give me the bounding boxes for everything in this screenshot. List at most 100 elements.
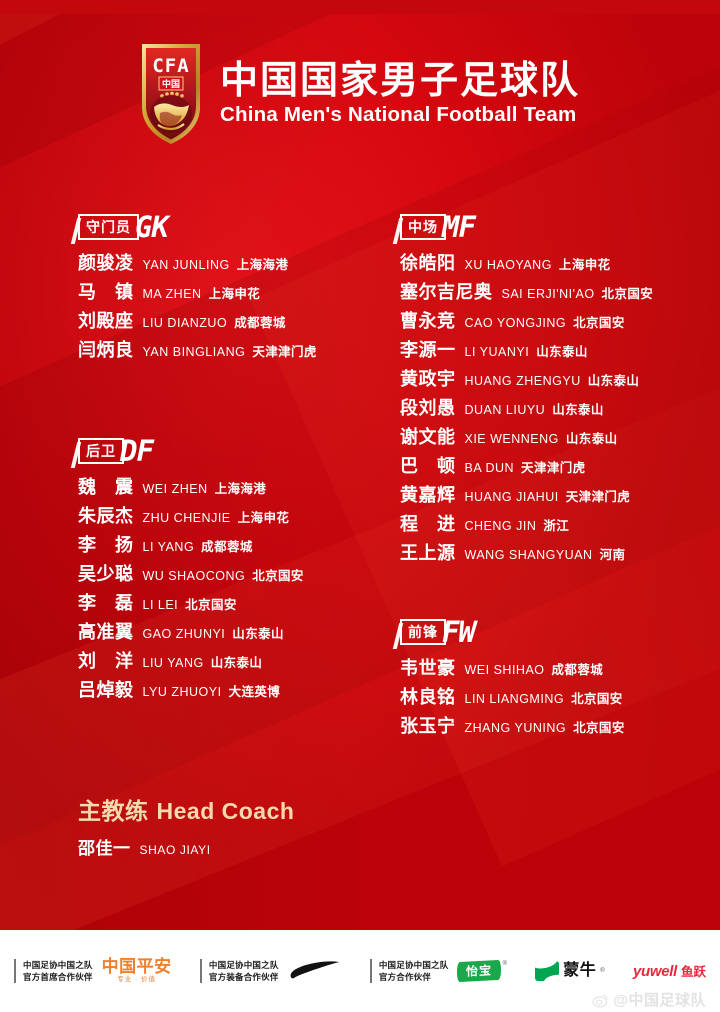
player-name-pinyin: YAN BINGLIANG: [142, 345, 246, 359]
player-club: 成都蓉城: [234, 316, 286, 330]
group-df: 后卫 DF 魏 震 WEI ZHEN 上海海港 朱辰杰 ZHU CHENJIE 上海申花李 扬…: [70, 437, 378, 710]
player-name-pinyin: CHENG JIN: [464, 519, 537, 533]
player-name-cn: 马 镇: [78, 282, 134, 302]
player-club: 上海海港: [214, 482, 267, 496]
group-fw: 前锋 FW 韦世豪 WEI SHIHAO 成都蓉城 林良铭 LIN LIANGMING 北京国…: [392, 618, 705, 746]
group-mf: 中场 MF 徐皓阳 XU HAOYANG 上海申花 塞尔吉尼奥 SAI ERJI'NI'AO…: [392, 213, 705, 573]
player-name-pinyin: LI YUANYI: [464, 345, 530, 359]
svg-text:中国: 中国: [162, 78, 180, 89]
player-name-pinyin: SAI ERJI'NI'AO: [501, 287, 595, 301]
player-club: 山东泰山: [232, 627, 284, 641]
player-row: 徐皓阳 XU HAOYANG 上海申花: [400, 254, 705, 283]
page-title: 中国国家男子足球队: [219, 60, 580, 103]
player-name-pinyin: HUANG JIAHUI: [464, 490, 559, 504]
player-name-cn: 谢文能: [400, 427, 456, 447]
player-club: 河南: [599, 548, 626, 562]
page-subtitle: China Men's National Football Team: [219, 103, 577, 127]
mengniu-mark-icon: [535, 961, 560, 981]
head-coach-title-en: Head Coach: [156, 798, 295, 824]
position-badge-mf: 中场 MF: [392, 213, 705, 244]
player-club: 北京国安: [185, 598, 237, 612]
position-badge-box-mf: 中场: [400, 214, 446, 240]
yuwell-logo-text-cn: 鱼跃: [681, 964, 707, 979]
player-club: 北京国安: [573, 316, 625, 330]
player-name-cn: 塞尔吉尼奥: [400, 282, 493, 302]
player-row: 朱辰杰 ZHU CHENJIE 上海申花: [78, 507, 378, 536]
head-coach-title-cn: 主教练: [78, 798, 149, 824]
registered-mark: ®: [600, 968, 605, 974]
player-row: 黄政宇 HUANG ZHENGYU 山东泰山: [400, 370, 705, 399]
player-name-pinyin: WEI ZHEN: [142, 482, 208, 496]
mengniu-logo-text: 蒙牛: [563, 962, 597, 979]
player-club: 天津津门虎: [521, 461, 586, 475]
top-accent-bar: [0, 0, 720, 14]
player-club: 山东泰山: [565, 432, 618, 446]
player-row: 林良铭 LIN LIANGMING 北京国安: [400, 688, 705, 717]
player-club: 上海海港: [236, 258, 289, 272]
player-name-cn: 林良铭: [400, 687, 456, 707]
player-name-pinyin: WEI SHIHAO: [464, 663, 545, 677]
player-name-cn: 徐皓阳: [400, 253, 456, 273]
player-name-pinyin: ZHANG YUNING: [464, 721, 567, 735]
head-coach-row: 邵佳一 SHAO JIAYI: [78, 834, 478, 859]
cfa-crest-icon: CFA 中国: [141, 44, 200, 144]
player-club: 大连英博: [228, 685, 281, 699]
player-name-cn: 刘 洋: [78, 651, 134, 671]
player-row: 谢文能 XIE WENNENG 山东泰山: [400, 428, 705, 457]
position-badge-fw: 前锋 FW: [392, 618, 705, 649]
sponsor-caption-nike: 中国足协中国之队 官方装备合作伙伴: [199, 958, 279, 984]
yuwell-logo: yuwell 鱼跃: [633, 964, 706, 979]
caption-line-1: 中国足协中国之队: [378, 959, 449, 970]
player-name-pinyin: LI LEI: [142, 598, 179, 612]
left-column: 守门员 GK 颜骏凌 YAN JUNLING 上海海港马 镇 MA ZHEN 上海申花 刘殿座…: [70, 213, 378, 710]
position-badge-gk: 守门员 GK: [70, 213, 378, 244]
player-club: 北京国安: [252, 569, 304, 583]
player-club: 山东泰山: [536, 345, 588, 359]
player-name-cn: 王上源: [400, 543, 456, 563]
player-row: 吕焯毅 LYU ZHUOYI 大连英博: [78, 681, 378, 710]
position-badge-df: 后卫 DF: [70, 437, 378, 468]
player-club: 山东泰山: [552, 403, 604, 417]
player-name-pinyin: WANG SHANGYUAN: [464, 548, 593, 562]
player-row: 曹永竞 CAO YONGJING 北京国安: [400, 312, 705, 341]
position-badge-label-cn: 中场: [408, 219, 438, 235]
player-row: 颜骏凌 YAN JUNLING 上海海港: [78, 254, 378, 283]
pingan-logo-text: 中国平安: [101, 957, 172, 977]
player-name-pinyin: XIE WENNENG: [464, 432, 559, 446]
player-name-cn: 刘殿座: [78, 311, 134, 331]
poster-header: CFA 中国 中国国家男子足球队 China Men's National Fo…: [0, 32, 720, 156]
caption-line-2: 官方合作伙伴: [378, 972, 432, 982]
player-row: 吴少聪 WU SHAOCONG 北京国安: [78, 565, 378, 594]
player-name-cn: 曹永竞: [400, 311, 456, 331]
pingan-logo: 中国平安 专业 · 价值: [102, 958, 172, 984]
player-row: 巴 顿 BA DUN 天津津门虎: [400, 457, 705, 486]
player-name-cn: 程 进: [400, 514, 456, 534]
player-row: 闫炳良 YAN BINGLIANG 天津津门虎: [78, 341, 378, 370]
head-coach-section: 主教练 Head Coach 邵佳一 SHAO JIAYI: [78, 798, 478, 859]
sponsor-caption-partners: 中国足协中国之队 官方合作伙伴: [369, 958, 449, 984]
mengniu-logo: 蒙牛 ®: [535, 961, 605, 981]
position-badge-label-cn: 后卫: [86, 443, 116, 459]
player-name-cn: 张玉宁: [400, 716, 456, 736]
player-club: 北京国安: [573, 721, 625, 735]
player-club: 浙江: [543, 519, 570, 533]
player-name-pinyin: CAO YONGJING: [464, 316, 567, 330]
player-club: 天津津门虎: [252, 345, 317, 359]
player-club: 北京国安: [571, 692, 623, 706]
sponsor-nike: 中国足协中国之队 官方装备合作伙伴: [199, 958, 342, 984]
player-name-cn: 黄嘉辉: [400, 485, 456, 505]
player-name-pinyin: ZHU CHENJIE: [142, 511, 231, 525]
position-badge-box-gk: 守门员: [78, 214, 139, 240]
player-name-cn: 黄政宇: [400, 369, 456, 389]
player-club: 天津津门虎: [565, 490, 631, 504]
weibo-watermark: @中国足球队: [592, 992, 706, 1009]
player-row: 高准翼 GAO ZHUNYI 山东泰山: [78, 623, 378, 652]
right-column: 中场 MF 徐皓阳 XU HAOYANG 上海申花 塞尔吉尼奥 SAI ERJI'NI'AO…: [392, 213, 705, 746]
player-row: 黄嘉辉 HUANG JIAHUI 天津津门虎: [400, 486, 705, 515]
caption-line-2: 官方首席合作伙伴: [23, 972, 93, 982]
head-coach-name-cn: 邵佳一: [78, 838, 131, 858]
player-name-cn: 巴 顿: [400, 456, 456, 476]
group-gk: 守门员 GK 颜骏凌 YAN JUNLING 上海海港马 镇 MA ZHEN 上海申花 刘殿座…: [70, 213, 378, 370]
